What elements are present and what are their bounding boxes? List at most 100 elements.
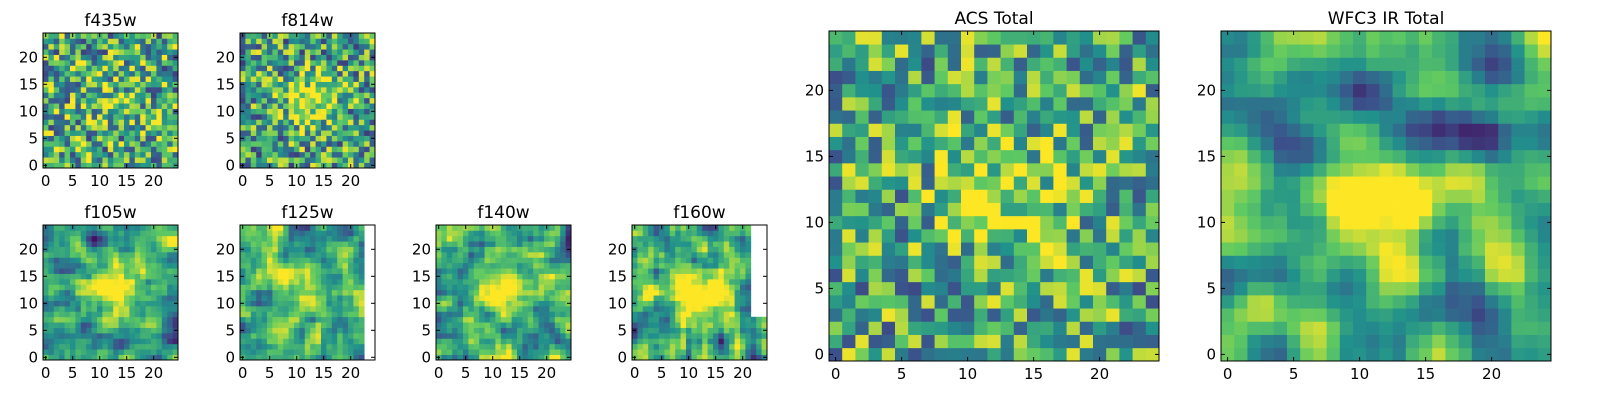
heatmap-cell xyxy=(842,163,856,177)
axes-frame xyxy=(42,32,179,169)
heatmap-cell xyxy=(868,242,883,256)
heatmap-cell xyxy=(675,241,681,247)
heatmap-cell xyxy=(921,189,935,203)
y-tick-label: 20 xyxy=(608,240,627,258)
heatmap-cell xyxy=(53,257,60,264)
heatmap-cell xyxy=(1132,242,1147,256)
heatmap-cell xyxy=(294,130,300,136)
heatmap-cell xyxy=(145,87,152,93)
heatmap-cell xyxy=(156,333,163,339)
heatmap-cell xyxy=(506,333,512,339)
heatmap-cell xyxy=(250,252,257,258)
heatmap-cell xyxy=(91,70,98,77)
heatmap-cell xyxy=(353,284,360,291)
heatmap-cell xyxy=(102,97,109,104)
heatmap-cell xyxy=(500,300,507,307)
heatmap-cell xyxy=(632,279,638,285)
heatmap-cell xyxy=(511,279,518,285)
heatmap-cell xyxy=(987,308,1001,322)
heatmap-cell xyxy=(107,146,114,153)
heatmap-cell xyxy=(43,252,49,258)
heatmap-cell xyxy=(358,257,365,264)
heatmap-cell xyxy=(669,338,676,345)
heatmap-cell xyxy=(64,300,71,307)
heatmap-cell xyxy=(245,306,252,312)
heatmap-cell xyxy=(358,54,365,61)
heatmap-cell xyxy=(756,343,762,350)
heatmap-cell xyxy=(632,241,638,247)
heatmap-cell xyxy=(1353,268,1367,283)
heatmap-cell xyxy=(680,252,687,258)
heatmap-cell xyxy=(1511,281,1525,296)
heatmap-cell xyxy=(484,252,491,258)
heatmap-cell xyxy=(75,349,82,355)
heatmap-cell xyxy=(256,103,262,109)
heatmap-cell xyxy=(441,230,448,237)
heatmap-cell xyxy=(140,124,146,131)
heatmap-cell xyxy=(1392,163,1407,177)
heatmap-cell xyxy=(124,65,130,72)
heatmap-cell xyxy=(1498,215,1512,230)
y-tick-label: 0 xyxy=(225,348,235,366)
heatmap-cell xyxy=(1537,321,1552,335)
heatmap-cell xyxy=(500,279,507,285)
heatmap-cell xyxy=(934,110,949,124)
heatmap-cell xyxy=(261,38,268,45)
x-tick-label: 5 xyxy=(461,364,471,382)
heatmap-cell xyxy=(70,141,76,147)
heatmap-cell xyxy=(632,262,638,269)
heatmap-cell xyxy=(675,257,681,264)
heatmap-cell xyxy=(364,76,370,82)
heatmap-cell xyxy=(653,354,660,361)
heatmap-cell xyxy=(554,306,561,312)
heatmap-cell xyxy=(294,322,300,328)
heatmap-cell xyxy=(702,333,708,339)
heatmap-cell xyxy=(506,295,512,301)
heatmap-cell xyxy=(86,70,92,77)
heatmap-cell xyxy=(326,92,333,99)
heatmap-cell xyxy=(691,257,698,264)
heatmap-cell xyxy=(245,103,252,109)
heatmap-cell xyxy=(987,31,1001,45)
heatmap-cell xyxy=(653,295,660,301)
heatmap-cell xyxy=(321,54,327,61)
heatmap-cell xyxy=(680,241,687,247)
heatmap-cell xyxy=(691,273,698,280)
heatmap-cell xyxy=(441,343,448,350)
heatmap-cell xyxy=(283,135,289,142)
heatmap-cell xyxy=(1313,255,1327,269)
heatmap-cell xyxy=(129,327,136,334)
heatmap-cell xyxy=(1392,215,1407,230)
heatmap-cell xyxy=(565,316,572,323)
heatmap-cell xyxy=(436,311,442,318)
heatmap-cell xyxy=(1392,242,1407,256)
heatmap-cell xyxy=(1079,70,1094,85)
heatmap-cell xyxy=(348,157,354,163)
heatmap-cell xyxy=(1432,215,1446,230)
heatmap-cell xyxy=(1079,163,1094,177)
heatmap-cell xyxy=(321,87,327,93)
heatmap-cell xyxy=(167,92,173,99)
heatmap-cell xyxy=(261,54,268,61)
heatmap-cell xyxy=(637,257,644,264)
heatmap-cell xyxy=(97,119,103,126)
heatmap-cell xyxy=(1366,308,1380,322)
heatmap-cell xyxy=(348,87,354,93)
heatmap-cell xyxy=(118,33,125,39)
heatmap-cell xyxy=(723,273,730,280)
heatmap-cell xyxy=(1145,136,1160,151)
heatmap-cell xyxy=(495,327,502,334)
heatmap-cell xyxy=(161,268,168,274)
heatmap-cell xyxy=(554,354,561,361)
heatmap-cell xyxy=(80,306,87,312)
heatmap-cell xyxy=(1000,215,1015,230)
heatmap-cell xyxy=(1524,123,1539,137)
heatmap-cell xyxy=(1300,321,1314,335)
heatmap-cell xyxy=(1234,215,1248,230)
heatmap-cell xyxy=(134,60,141,66)
heatmap-cell xyxy=(107,343,114,350)
heatmap-cell xyxy=(829,321,843,335)
heatmap-cell xyxy=(70,135,76,142)
heatmap-cell xyxy=(1405,110,1420,124)
